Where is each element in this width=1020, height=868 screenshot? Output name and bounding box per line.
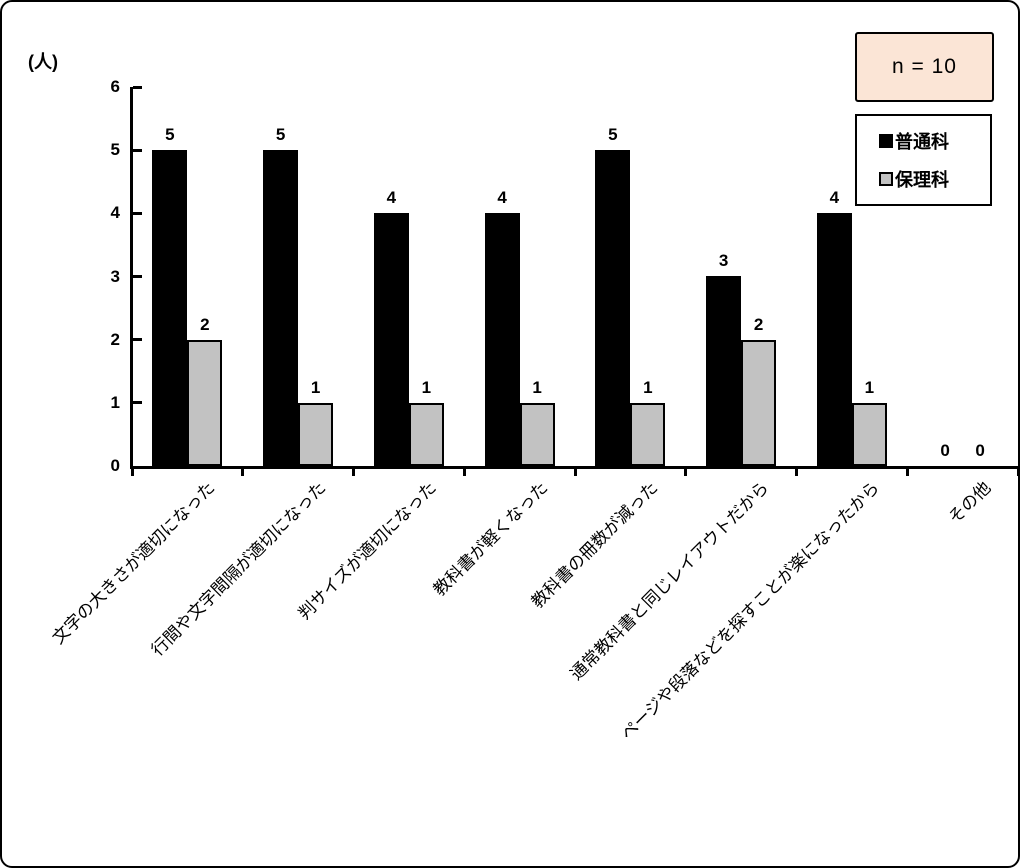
bar-series-2: [851, 403, 887, 466]
x-axis-category-label: その他: [944, 478, 995, 528]
bar-series-1: [373, 213, 409, 466]
bar-series-1: [816, 213, 852, 466]
x-axis-category-label: 教科書が軽くなった: [429, 478, 552, 600]
bar-value-label: 3: [718, 251, 729, 270]
y-axis-tick: [133, 275, 142, 278]
bar-value-label: 1: [864, 378, 875, 397]
x-axis-tick: [573, 466, 577, 476]
bar-value-label: 0: [940, 441, 950, 460]
y-axis-tick: [133, 338, 142, 342]
legend-label: 普通科: [895, 132, 949, 152]
x-axis-tick: [1016, 466, 1018, 476]
y-axis-tick-label: 1: [110, 392, 120, 412]
bar-value-label: 1: [643, 378, 653, 397]
x-axis-tick: [905, 466, 909, 476]
legend-item: 保理科: [879, 166, 990, 192]
bar-series-1: [484, 213, 520, 466]
bar-series-2: [630, 403, 666, 466]
sample-size-label: n = 10: [892, 55, 957, 78]
bar-series-2: [298, 403, 334, 466]
bar-series-1: [263, 150, 299, 466]
y-axis-tick-label: 6: [110, 77, 120, 96]
bar-value-label: 0: [975, 441, 985, 460]
x-axis-category-label: 行間や文字間隔が適切になった: [147, 478, 330, 660]
y-axis-tick-label: 3: [110, 266, 120, 286]
bar-value-label: 1: [532, 378, 542, 397]
bar-value-label: 1: [421, 378, 432, 397]
bar-value-label: 4: [497, 188, 507, 207]
y-axis-tick: [133, 211, 142, 215]
x-axis-category-label: 通常教科書と同じレイアウトだから: [566, 478, 773, 684]
legend-label: 保理科: [895, 170, 949, 190]
bar-series-1: [595, 150, 631, 466]
bar-series-1: [152, 150, 188, 466]
bar-series-1: [706, 276, 742, 466]
x-axis-tick: [795, 466, 798, 476]
bar-value-label: 5: [608, 125, 618, 144]
x-axis-tick: [352, 466, 355, 476]
bar-value-label: 1: [310, 378, 321, 397]
sample-size-box: n = 10: [855, 32, 994, 102]
x-axis-category-label: 教科書の冊数が減った: [528, 478, 662, 612]
bar-series-2: [741, 340, 777, 466]
bar-value-label: 2: [753, 315, 764, 334]
bar-value-label: 4: [386, 188, 397, 207]
legend-item: 普通科: [879, 128, 990, 154]
y-axis-tick: [133, 85, 142, 89]
y-axis-tick-label: 4: [110, 203, 120, 223]
y-axis-unit-label: (人): [28, 52, 58, 72]
y-axis-tick-label: 0: [110, 456, 120, 475]
legend-swatch-gray-icon: [879, 172, 893, 186]
y-axis-tick: [133, 148, 142, 152]
bar-value-label: 5: [275, 125, 286, 144]
bar-series-2: [408, 403, 444, 466]
bar-series-2: [519, 403, 555, 466]
x-axis-tick: [130, 466, 134, 476]
x-axis-category-label: ページや段落などを探すことが楽になったから: [617, 478, 884, 744]
y-axis-tick: [133, 401, 142, 405]
x-axis-tick: [684, 466, 688, 476]
bar-value-label: 5: [165, 125, 175, 144]
y-axis-tick-label: 5: [110, 140, 120, 160]
bar-series-2: [187, 340, 223, 466]
bar-value-label: 4: [829, 188, 840, 207]
x-axis-tick: [241, 466, 245, 476]
x-axis-tick: [462, 466, 466, 476]
y-axis-tick-label: 2: [110, 329, 120, 349]
bar-value-label: 2: [200, 315, 210, 334]
legend-swatch-black-icon: [879, 134, 893, 148]
legend: 普通科 保理科: [855, 114, 992, 206]
